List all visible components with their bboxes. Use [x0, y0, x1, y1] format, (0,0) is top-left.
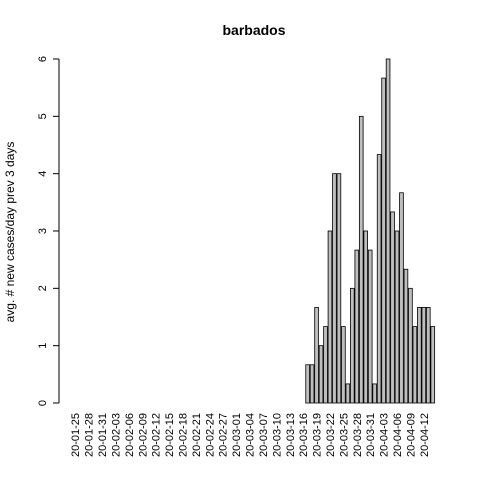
x-tick-label-20-02-15: 20-02-15 — [164, 413, 176, 457]
x-tick-label-20-04-09: 20-04-09 — [405, 413, 417, 457]
bar-20-03-21 — [323, 326, 328, 404]
y-axis-label: avg. # new cases/day prev 3 days — [3, 142, 17, 323]
x-tick-label-20-03-13: 20-03-13 — [285, 413, 297, 457]
x-tick-label-20-03-04: 20-03-04 — [245, 413, 257, 457]
x-tick-label-20-02-21: 20-02-21 — [191, 413, 203, 457]
bar-20-04-10 — [412, 326, 418, 404]
bar-20-04-06 — [394, 230, 400, 404]
bar-20-03-27 — [350, 287, 355, 404]
bar-20-04-02 — [376, 154, 382, 404]
bar-20-04-08 — [403, 268, 409, 404]
bar-20-03-29 — [358, 115, 364, 404]
x-tick-label-20-02-09: 20-02-09 — [137, 413, 149, 457]
y-tick-label-1: 1 — [37, 343, 49, 349]
x-tick-label-20-03-16: 20-03-16 — [298, 413, 310, 457]
bar-20-03-31 — [367, 249, 373, 404]
x-tick-label-20-03-31: 20-03-31 — [365, 413, 377, 457]
x-tick-label-20-03-01: 20-03-01 — [231, 413, 243, 457]
bar-20-03-28 — [354, 249, 360, 404]
bar-20-04-07 — [399, 192, 404, 404]
bar-20-03-20 — [318, 345, 324, 404]
x-tick-label-20-01-28: 20-01-28 — [84, 413, 96, 457]
y-tick-label-2: 2 — [37, 285, 49, 291]
x-tick-label-20-03-07: 20-03-07 — [258, 413, 270, 457]
bar-20-03-24 — [336, 173, 342, 404]
x-tick-label-20-03-28: 20-03-28 — [352, 413, 364, 457]
bar-20-04-14 — [430, 326, 436, 404]
y-tick-label-4: 4 — [37, 171, 49, 177]
y-tick-label-0: 0 — [37, 400, 49, 406]
y-tick-label-6: 6 — [37, 56, 49, 62]
bar-20-03-26 — [345, 383, 351, 404]
bar-20-04-09 — [408, 287, 413, 404]
bar-20-04-03 — [381, 77, 386, 404]
x-tick-label-20-04-12: 20-04-12 — [419, 413, 431, 457]
x-tick-label-20-01-25: 20-01-25 — [70, 413, 82, 457]
bar-20-04-13 — [426, 307, 431, 404]
bar-20-03-18 — [309, 364, 315, 404]
x-tick-label-20-03-10: 20-03-10 — [271, 413, 283, 457]
y-axis: 0 1 2 3 4 5 6 — [37, 56, 60, 406]
x-axis: 20-01-25 20-01-28 20-01-31 20-02-03 20-02-06… — [70, 413, 431, 457]
x-tick-label-20-03-19: 20-03-19 — [312, 413, 324, 457]
x-tick-label-20-03-22: 20-03-22 — [325, 413, 337, 457]
x-tick-label-20-04-06: 20-04-06 — [392, 413, 404, 457]
x-tick-label-20-04-03: 20-04-03 — [379, 413, 391, 457]
bar-20-04-04 — [385, 58, 391, 404]
bar-20-03-17 — [305, 364, 310, 404]
bar-20-04-12 — [421, 307, 427, 404]
x-tick-label-20-02-27: 20-02-27 — [218, 413, 230, 457]
bar-20-03-30 — [363, 230, 369, 404]
x-tick-label-20-02-24: 20-02-24 — [204, 413, 216, 457]
bar-20-04-05 — [390, 211, 395, 404]
bar-20-03-25 — [341, 326, 346, 404]
y-tick-label-5: 5 — [37, 113, 49, 119]
bar-20-04-01 — [372, 383, 377, 404]
y-tick-label-3: 3 — [37, 228, 49, 234]
bar-20-04-11 — [417, 307, 422, 404]
x-tick-label-20-01-31: 20-01-31 — [97, 413, 109, 457]
x-tick-label-20-02-12: 20-02-12 — [151, 413, 163, 457]
plot-area — [305, 58, 436, 404]
chart-title: barbados — [222, 22, 285, 38]
x-tick-label-20-02-03: 20-02-03 — [110, 413, 122, 457]
bar-20-03-23 — [332, 173, 337, 404]
bar-20-03-22 — [327, 230, 333, 404]
x-tick-label-20-02-18: 20-02-18 — [177, 413, 189, 457]
bar-20-03-19 — [314, 307, 319, 404]
x-tick-label-20-03-25: 20-03-25 — [338, 413, 350, 457]
x-tick-label-20-02-06: 20-02-06 — [124, 413, 136, 457]
